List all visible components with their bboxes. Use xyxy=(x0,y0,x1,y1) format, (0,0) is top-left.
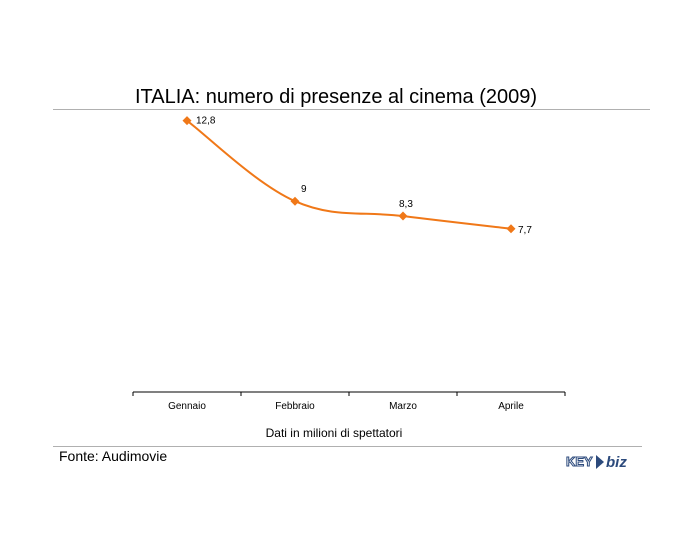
source-note: Fonte: Audimovie xyxy=(59,448,168,464)
x-axis: Gennaio Febbraio Marzo Aprile xyxy=(132,391,566,412)
data-label: 7,7 xyxy=(518,225,532,236)
data-point-marker xyxy=(290,196,300,206)
data-point-marker xyxy=(398,211,408,221)
x-tick-label: Aprile xyxy=(498,401,524,412)
keybiz-logo: KEY biz xyxy=(566,454,627,472)
logo-arrow-icon xyxy=(596,455,604,469)
x-tick-label: Febbraio xyxy=(275,401,315,412)
chart-title: ITALIA: numero di presenze al cinema (20… xyxy=(134,86,538,108)
x-tick-label: Gennaio xyxy=(168,401,206,412)
series-line xyxy=(186,119,512,230)
data-point-marker xyxy=(182,116,192,126)
x-tick-label: Marzo xyxy=(389,401,417,412)
x-axis-caption: Dati in milioni di spettatori xyxy=(266,426,403,440)
logo-suffix: biz xyxy=(606,454,627,471)
data-label: 8,3 xyxy=(399,199,413,210)
data-label: 9 xyxy=(301,184,307,195)
source-divider xyxy=(53,446,642,447)
data-point-marker xyxy=(506,224,516,234)
logo-prefix: KEY xyxy=(566,454,593,469)
series-layer: 12,8 9 8,3 7,7 xyxy=(182,116,532,236)
title-divider xyxy=(53,109,650,110)
data-label: 12,8 xyxy=(196,116,216,127)
